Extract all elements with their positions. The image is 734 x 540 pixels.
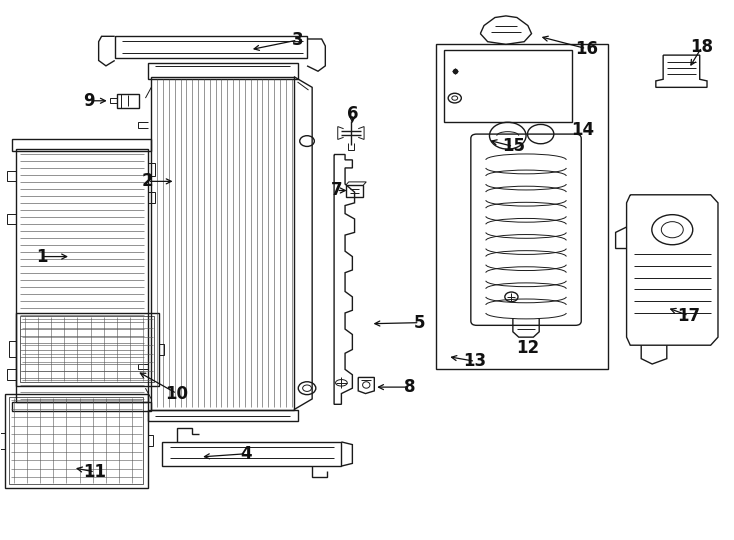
Text: 6: 6: [346, 105, 358, 123]
Text: 14: 14: [571, 122, 595, 139]
Text: 13: 13: [464, 352, 487, 370]
Text: 7: 7: [330, 181, 342, 199]
Bar: [117, 94, 139, 108]
Text: 4: 4: [241, 445, 252, 463]
Text: 3: 3: [291, 31, 303, 49]
Text: 18: 18: [691, 38, 713, 56]
FancyBboxPatch shape: [470, 134, 581, 325]
Bar: [162, 442, 341, 466]
Bar: [16, 313, 159, 386]
Bar: [151, 77, 294, 410]
Bar: [10, 397, 143, 484]
Text: 12: 12: [516, 339, 539, 357]
Text: 5: 5: [414, 314, 426, 332]
Bar: [148, 410, 297, 422]
Text: 9: 9: [84, 92, 95, 110]
Text: 17: 17: [677, 307, 700, 325]
Bar: [21, 316, 154, 382]
Text: 15: 15: [502, 138, 525, 156]
Bar: [16, 149, 148, 402]
Text: 10: 10: [165, 384, 189, 402]
Bar: [444, 50, 572, 122]
Bar: [12, 402, 151, 411]
Bar: [437, 44, 608, 369]
Text: 2: 2: [142, 172, 153, 191]
Text: 16: 16: [575, 39, 598, 58]
Text: 11: 11: [84, 463, 106, 481]
Text: 1: 1: [36, 247, 48, 266]
Bar: [5, 394, 148, 488]
Text: 8: 8: [404, 378, 415, 396]
Bar: [346, 185, 363, 197]
Bar: [148, 63, 297, 79]
Bar: [12, 139, 151, 151]
